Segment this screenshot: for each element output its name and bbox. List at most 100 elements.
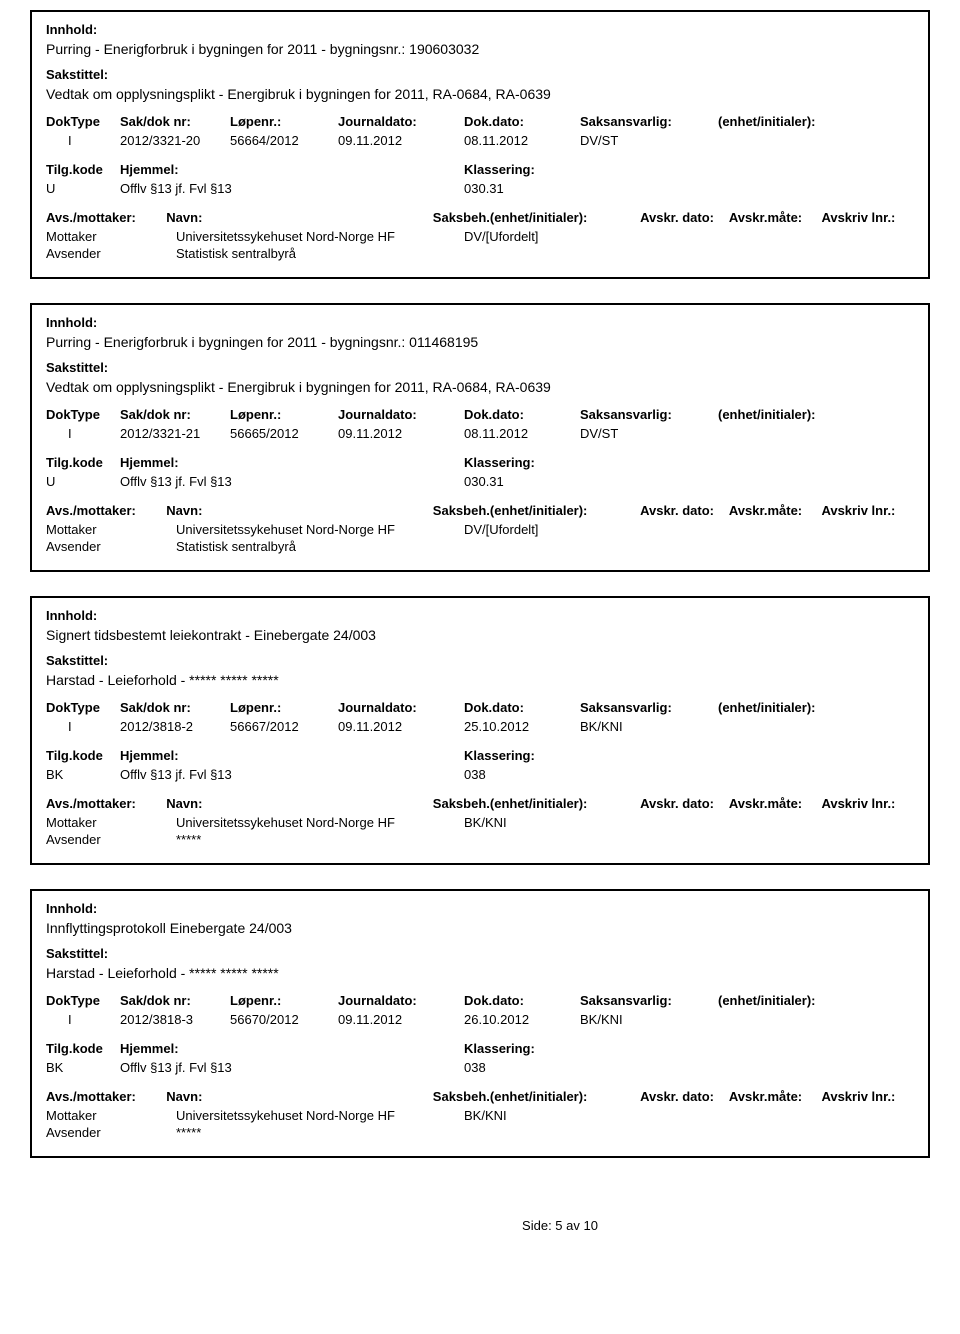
sakstittel-text: Vedtak om opplysningsplikt - Energibruk … xyxy=(46,86,914,102)
sakdoknr-header: Sak/dok nr: xyxy=(120,993,230,1008)
avsender-role: Avsender xyxy=(46,539,176,554)
enhet-value xyxy=(718,1012,858,1027)
sakdoknr-header: Sak/dok nr: xyxy=(120,700,230,715)
dokdato-header: Dok.dato: xyxy=(464,700,580,715)
tilgkode-header: Tilg.kode xyxy=(46,748,120,763)
record: Innhold: Purring - Enerigforbruk i bygni… xyxy=(30,10,930,279)
avsender-role: Avsender xyxy=(46,832,176,847)
avskrdato-header: Avskr. dato: xyxy=(640,503,729,518)
saksbeh-header: Saksbeh.(enhet/initialer): xyxy=(433,503,640,518)
navn-header: Navn: xyxy=(166,1089,433,1104)
sakdoknr-value: 2012/3818-3 xyxy=(120,1012,230,1027)
record: Innhold: Innflyttingsprotokoll Eineberga… xyxy=(30,889,930,1158)
sakstittel-text: Harstad - Leieforhold - ***** ***** ****… xyxy=(46,672,914,688)
saksansvarlig-header: Saksansvarlig: xyxy=(580,993,718,1008)
lopenr-value: 56667/2012 xyxy=(230,719,338,734)
lopenr-value: 56665/2012 xyxy=(230,426,338,441)
journaldato-header: Journaldato: xyxy=(338,114,464,129)
dokdato-value: 25.10.2012 xyxy=(464,719,580,734)
avsender-role: Avsender xyxy=(46,1125,176,1140)
avskrivlnr-header: Avskriv lnr.: xyxy=(821,1089,914,1104)
hjemmel-header: Hjemmel: xyxy=(120,748,464,763)
saksansvarlig-header: Saksansvarlig: xyxy=(580,114,718,129)
tilgkode-header: Tilg.kode xyxy=(46,455,120,470)
sakstittel-text: Harstad - Leieforhold - ***** ***** ****… xyxy=(46,965,914,981)
mottaker-role: Mottaker xyxy=(46,522,176,537)
sakdoknr-value: 2012/3321-21 xyxy=(120,426,230,441)
journaldato-value: 09.11.2012 xyxy=(338,1012,464,1027)
saksbeh-header: Saksbeh.(enhet/initialer): xyxy=(433,1089,640,1104)
hjemmel-value: Offlv §13 jf. Fvl §13 xyxy=(120,767,464,782)
dokdato-value: 08.11.2012 xyxy=(464,133,580,148)
avsmottaker-header: Avs./mottaker: xyxy=(46,503,166,518)
journaldato-header: Journaldato: xyxy=(338,700,464,715)
saksansvarlig-value: BK/KNI xyxy=(580,719,718,734)
lopenr-header: Løpenr.: xyxy=(230,114,338,129)
enhet-value xyxy=(718,133,858,148)
dokdato-value: 26.10.2012 xyxy=(464,1012,580,1027)
sakstittel-label: Sakstittel: xyxy=(46,67,914,82)
hjemmel-value: Offlv §13 jf. Fvl §13 xyxy=(120,474,464,489)
enhet-header: (enhet/initialer): xyxy=(718,114,858,129)
doktype-value: I xyxy=(46,133,120,148)
avsmottaker-header: Avs./mottaker: xyxy=(46,1089,166,1104)
journaldato-value: 09.11.2012 xyxy=(338,719,464,734)
lopenr-header: Løpenr.: xyxy=(230,993,338,1008)
avsender-saksbeh xyxy=(464,832,664,847)
avsmottaker-header: Avs./mottaker: xyxy=(46,796,166,811)
klassering-header: Klassering: xyxy=(464,162,744,177)
tilgkode-header: Tilg.kode xyxy=(46,1041,120,1056)
tilgkode-value: BK xyxy=(46,1060,120,1075)
dokdato-header: Dok.dato: xyxy=(464,993,580,1008)
avsender-saksbeh xyxy=(464,1125,664,1140)
klassering-value: 038 xyxy=(464,1060,744,1075)
hjemmel-header: Hjemmel: xyxy=(120,455,464,470)
sakstittel-label: Sakstittel: xyxy=(46,360,914,375)
saksansvarlig-value: DV/ST xyxy=(580,133,718,148)
klassering-value: 038 xyxy=(464,767,744,782)
mottaker-name: Universitetssykehuset Nord-Norge HF xyxy=(176,1108,464,1123)
hjemmel-value: Offlv §13 jf. Fvl §13 xyxy=(120,1060,464,1075)
mottaker-role: Mottaker xyxy=(46,229,176,244)
innhold-text: Purring - Enerigforbruk i bygningen for … xyxy=(46,334,914,350)
avskrmate-header: Avskr.måte: xyxy=(729,503,822,518)
innhold-text: Innflyttingsprotokoll Einebergate 24/003 xyxy=(46,920,914,936)
sakdoknr-header: Sak/dok nr: xyxy=(120,407,230,422)
avskrmate-header: Avskr.måte: xyxy=(729,210,822,225)
doktype-header: DokType xyxy=(46,407,120,422)
doktype-header: DokType xyxy=(46,993,120,1008)
mottaker-saksbeh: DV/[Ufordelt] xyxy=(464,229,664,244)
mottaker-role: Mottaker xyxy=(46,815,176,830)
hjemmel-value: Offlv §13 jf. Fvl §13 xyxy=(120,181,464,196)
doktype-header: DokType xyxy=(46,700,120,715)
saksansvarlig-value: DV/ST xyxy=(580,426,718,441)
doktype-value: I xyxy=(46,426,120,441)
mottaker-saksbeh: BK/KNI xyxy=(464,1108,664,1123)
sakstittel-text: Vedtak om opplysningsplikt - Energibruk … xyxy=(46,379,914,395)
enhet-header: (enhet/initialer): xyxy=(718,407,858,422)
doktype-value: I xyxy=(46,1012,120,1027)
tilgkode-value: BK xyxy=(46,767,120,782)
record: Innhold: Purring - Enerigforbruk i bygni… xyxy=(30,303,930,572)
enhet-header: (enhet/initialer): xyxy=(718,993,858,1008)
innhold-text: Purring - Enerigforbruk i bygningen for … xyxy=(46,41,914,57)
sakdoknr-value: 2012/3818-2 xyxy=(120,719,230,734)
journaldato-header: Journaldato: xyxy=(338,993,464,1008)
navn-header: Navn: xyxy=(166,796,433,811)
avsender-name: Statistisk sentralbyrå xyxy=(176,246,464,261)
saksansvarlig-header: Saksansvarlig: xyxy=(580,407,718,422)
tilgkode-value: U xyxy=(46,474,120,489)
innhold-label: Innhold: xyxy=(46,608,914,623)
innhold-label: Innhold: xyxy=(46,315,914,330)
klassering-value: 030.31 xyxy=(464,474,744,489)
tilgkode-header: Tilg.kode xyxy=(46,162,120,177)
innhold-label: Innhold: xyxy=(46,901,914,916)
avskrdato-header: Avskr. dato: xyxy=(640,210,729,225)
klassering-value: 030.31 xyxy=(464,181,744,196)
mottaker-role: Mottaker xyxy=(46,1108,176,1123)
doktype-header: DokType xyxy=(46,114,120,129)
dokdato-value: 08.11.2012 xyxy=(464,426,580,441)
navn-header: Navn: xyxy=(166,503,433,518)
klassering-header: Klassering: xyxy=(464,1041,744,1056)
innhold-text: Signert tidsbestemt leiekontrakt - Eineb… xyxy=(46,627,914,643)
